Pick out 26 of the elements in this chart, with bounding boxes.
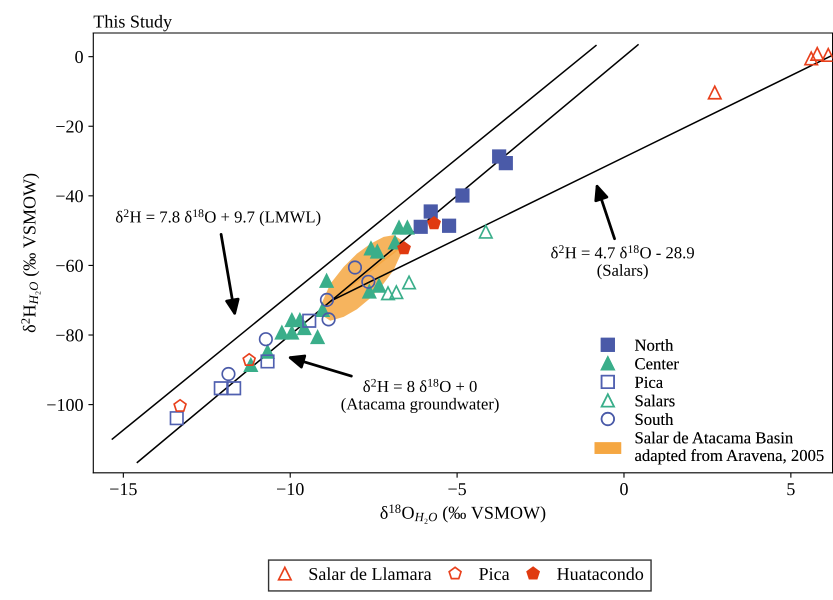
annotation: δ$^{2}$H = 8 δ$^{18}$O + 0 (Atacama groundwater)	[341, 378, 499, 414]
y-tick-label: −20	[56, 120, 83, 133]
legend-label: Salar de Atacama Basin adapted from Aravena, 2005	[635, 432, 824, 464]
x-tick-label: −10	[277, 483, 304, 496]
legend-label: Pica	[634, 376, 663, 388]
legend-label: Center	[635, 358, 679, 370]
y-tick-label: 0	[75, 50, 83, 64]
y-tick-label: −40	[56, 190, 83, 202]
x-axis-title: δ$^{18}$O$_{H₂O}$ (‰ VSMOW)	[380, 504, 546, 524]
legend-label: South	[636, 413, 674, 426]
y-tick-label: −80	[56, 329, 83, 342]
legend-label: Huatacondo	[557, 567, 644, 580]
x-tick-label: −15	[110, 483, 137, 496]
y-tick-label: −100	[47, 398, 83, 412]
annotation: δ$^{2}$H = 7.8 δ$^{18}$O + 9.7 (LMWL)	[116, 209, 320, 226]
legend-label: Salars	[636, 394, 675, 406]
legend-label: Pica	[479, 568, 510, 580]
y-tick-label: −60	[56, 260, 83, 272]
chart-title: This Study	[94, 14, 172, 32]
x-tick-label: −5	[448, 483, 466, 496]
y-axis-title: δ$^{2}$H$_{H₂O}$ (‰ VSMOW)	[21, 174, 40, 332]
x-tick-label: 0	[620, 483, 628, 496]
x-tick-label: 5	[787, 483, 795, 496]
legend-label: North	[634, 339, 674, 351]
legend-label: Salar de Llamara	[310, 567, 432, 580]
annotation: δ$^{2}$H = 4.7 δ$^{18}$O - 28.9 (Salars)	[551, 245, 694, 280]
